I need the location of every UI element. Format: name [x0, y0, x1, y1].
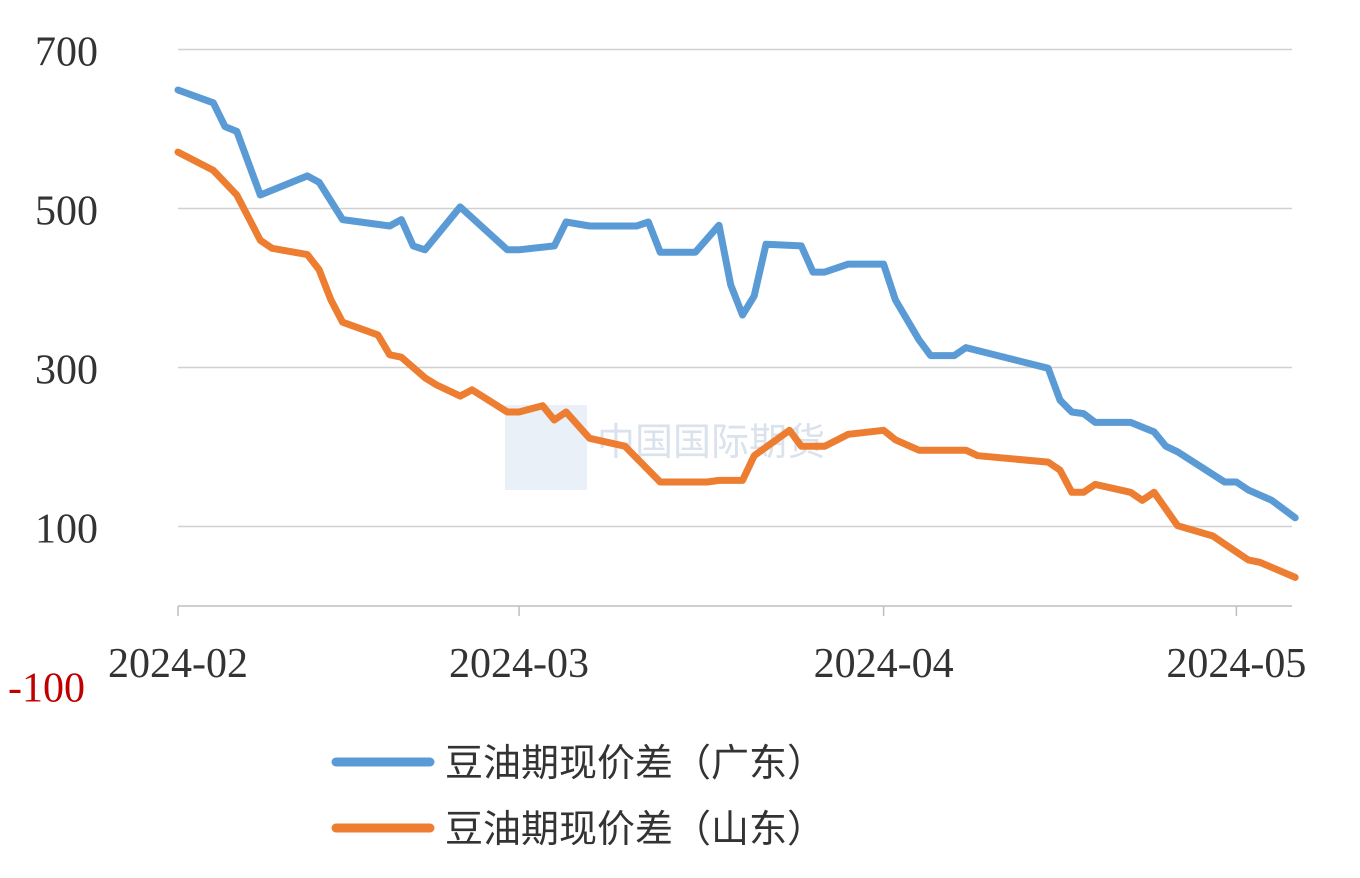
- x-tick-label: 2024-05: [1166, 641, 1306, 687]
- y-tick-label: -100: [8, 666, 85, 712]
- gridlines: [178, 48, 1292, 528]
- legend: 豆油期现价差（广东） 豆油期现价差（山东）: [331, 741, 825, 851]
- legend-label-1: 豆油期现价差（山东）: [445, 807, 825, 851]
- series-line-1: [174, 148, 1299, 581]
- y-axis-ticks: 700 500 300 100 -100: [8, 30, 98, 712]
- y-tick-label: 700: [35, 30, 98, 76]
- x-tick-label: 2024-02: [108, 641, 248, 687]
- x-axis: 2024-02 2024-03 2024-04 2024-05: [108, 605, 1306, 687]
- x-tick-label: 2024-03: [449, 641, 589, 687]
- legend-label-0: 豆油期现价差（广东）: [445, 741, 825, 785]
- y-tick-label: 100: [35, 507, 98, 553]
- x-tick-label: 2024-04: [814, 641, 954, 687]
- series-line-0: [174, 86, 1299, 522]
- y-tick-label: 300: [35, 348, 98, 394]
- series-lines: [174, 86, 1299, 581]
- y-tick-label: 500: [35, 189, 98, 235]
